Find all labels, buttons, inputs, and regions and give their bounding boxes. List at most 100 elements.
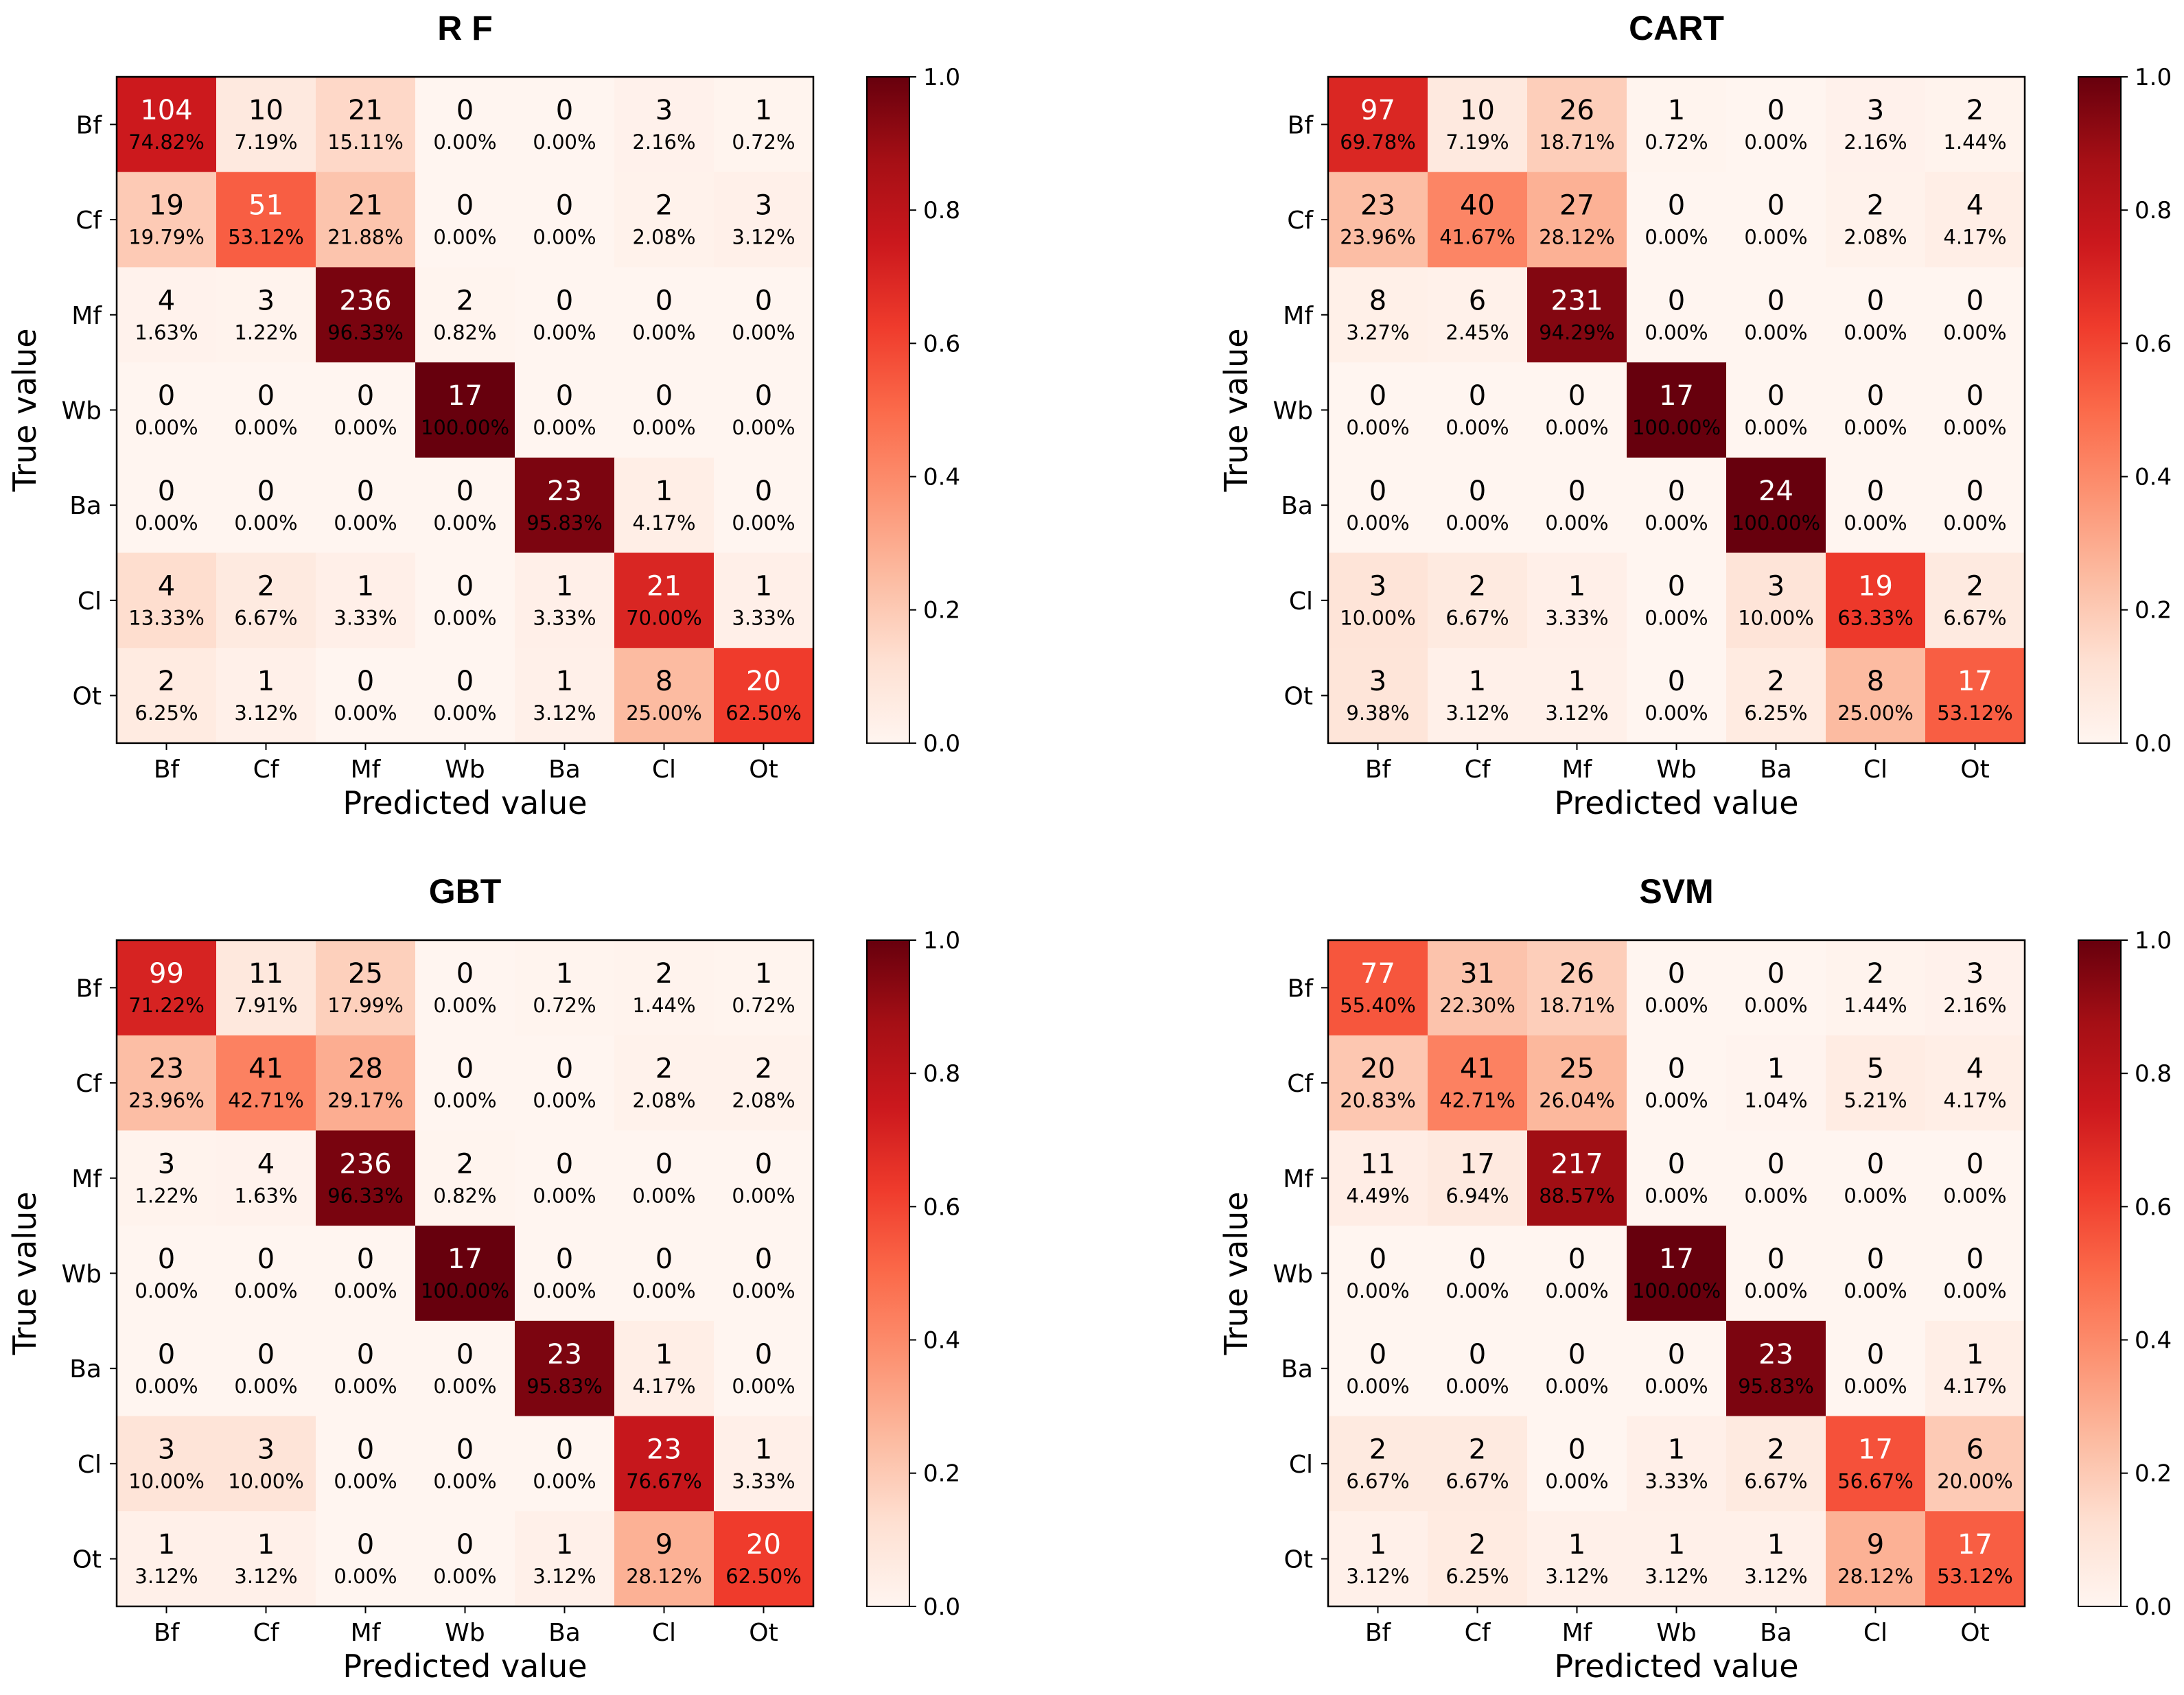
heatmap-cell [1328, 1035, 1428, 1131]
heatmap-cell [1527, 1416, 1627, 1512]
cell-percent-label: 0.00% [1545, 1375, 1608, 1398]
cell-count-label: 0 [556, 1243, 573, 1275]
cell-percent-label: 4.17% [632, 511, 695, 535]
cell-percent-label: 0.00% [632, 320, 695, 344]
heatmap-cell [1726, 1416, 1826, 1512]
heatmap-cell [1428, 1320, 1528, 1417]
cell-count-label: 27 [1559, 190, 1594, 222]
cell-percent-label: 3.27% [1346, 320, 1409, 344]
heatmap-cell [1627, 1226, 1727, 1322]
cell-count-label: 0 [755, 380, 772, 412]
cell-percent-label: 0.00% [433, 1470, 496, 1493]
heatmap-cell [415, 1226, 515, 1322]
cell-count-label: 2 [1867, 190, 1884, 222]
heatmap-cell [316, 1226, 416, 1322]
cell-percent-label: 0.00% [1844, 1184, 1907, 1207]
cell-percent-label: 0.00% [1346, 416, 1409, 439]
heatmap-cell [515, 648, 615, 744]
cell-count-label: 1 [1568, 571, 1585, 603]
heatmap-cell [1925, 940, 2025, 1036]
cell-percent-label: 2.16% [1943, 994, 2006, 1017]
cell-count-label: 1 [755, 95, 772, 126]
cell-percent-label: 3.33% [1545, 607, 1608, 630]
cell-count-label: 231 [1550, 285, 1603, 316]
cell-count-label: 1 [755, 1434, 772, 1466]
y-tick-label: Ba [69, 1355, 102, 1383]
heatmap-cell [1826, 552, 1926, 648]
heatmap-cell [515, 552, 615, 648]
cell-count-label: 3 [1767, 571, 1785, 603]
heatmap-cell [1328, 940, 1428, 1036]
cell-percent-label: 23.96% [128, 1089, 205, 1112]
cell-percent-label: 6.67% [1943, 607, 2006, 630]
cell-percent-label: 69.78% [1340, 130, 1416, 154]
cell-count-label: 0 [1767, 958, 1785, 990]
heatmap-cell [316, 1130, 416, 1226]
cell-count-label: 23 [647, 1434, 682, 1466]
x-tick-label: Bf [154, 756, 181, 784]
heatmap-cell [1627, 457, 1727, 554]
cell-count-label: 0 [1668, 1053, 1685, 1085]
cell-count-label: 217 [1550, 1148, 1603, 1180]
heatmap-cell [714, 1416, 814, 1512]
svm-confusion-matrix: SVM7755.40%3122.30%2618.71%00.00%00.00%2… [1218, 872, 2172, 1685]
cell-count-label: 0 [1668, 1148, 1685, 1180]
cell-count-label: 0 [1767, 1243, 1785, 1275]
cell-count-label: 0 [556, 1148, 573, 1180]
cell-count-label: 4 [158, 571, 175, 603]
cell-count-label: 0 [1568, 476, 1585, 507]
cell-count-label: 0 [1369, 380, 1386, 412]
heatmap-cell [614, 1226, 715, 1322]
cell-count-label: 0 [1867, 1339, 1884, 1370]
cell-percent-label: 4.17% [1943, 226, 2006, 249]
heatmap-cell [1925, 267, 2025, 363]
cell-percent-label: 0.00% [533, 130, 596, 154]
cell-percent-label: 96.33% [327, 1184, 404, 1207]
cell-percent-label: 0.82% [433, 1184, 496, 1207]
cell-count-label: 3 [1369, 666, 1386, 697]
y-tick-label: Cf [1287, 207, 1314, 235]
cell-percent-label: 0.00% [732, 1279, 795, 1302]
gbt-title: GBT [429, 872, 502, 911]
heatmap-cell [1627, 1320, 1727, 1417]
cell-percent-label: 0.72% [1645, 130, 1708, 154]
cell-percent-label: 3.12% [1545, 1565, 1608, 1588]
y-tick-label: Ot [1284, 683, 1313, 711]
x-tick-label: Ba [1760, 756, 1792, 784]
cell-percent-label: 100.00% [1632, 1279, 1721, 1302]
cell-percent-label: 0.00% [1645, 701, 1708, 725]
cell-percent-label: 6.67% [234, 607, 297, 630]
cell-count-label: 0 [1867, 380, 1884, 412]
heatmap-cell [1726, 1320, 1826, 1417]
heatmap-cell [415, 1511, 515, 1607]
heatmap-cell [1328, 457, 1428, 554]
cell-percent-label: 0.72% [732, 130, 795, 154]
heatmap-cell [1428, 457, 1528, 554]
cell-count-label: 11 [248, 958, 283, 990]
heatmap-cell [117, 1416, 217, 1512]
cell-count-label: 1 [1966, 1339, 1984, 1370]
heatmap-cell [415, 457, 515, 554]
cell-count-label: 0 [1867, 1148, 1884, 1180]
cell-count-label: 0 [1668, 958, 1685, 990]
cell-count-label: 1 [1568, 1529, 1585, 1560]
colorbar-tick-label: 1.0 [2135, 927, 2172, 955]
heatmap-cell [117, 1035, 217, 1131]
heatmap-cell [415, 77, 515, 173]
rf-title: R F [437, 9, 493, 47]
cell-count-label: 0 [755, 1148, 772, 1180]
cell-count-label: 3 [1966, 958, 1984, 990]
heatmap-cell [117, 267, 217, 363]
cell-percent-label: 100.00% [1732, 511, 1820, 535]
heatmap-cell [216, 1511, 316, 1607]
heatmap-cell [1328, 172, 1428, 268]
y-tick-label: Ot [1284, 1546, 1313, 1574]
cell-percent-label: 0.82% [433, 320, 496, 344]
heatmap-cell [1925, 552, 2025, 648]
x-tick-label: Cl [652, 756, 676, 784]
cell-percent-label: 0.00% [732, 320, 795, 344]
cell-percent-label: 0.00% [1744, 416, 1807, 439]
cell-count-label: 0 [1668, 666, 1685, 697]
heatmap-cell [1627, 362, 1727, 458]
heatmap-cell [714, 1511, 814, 1607]
